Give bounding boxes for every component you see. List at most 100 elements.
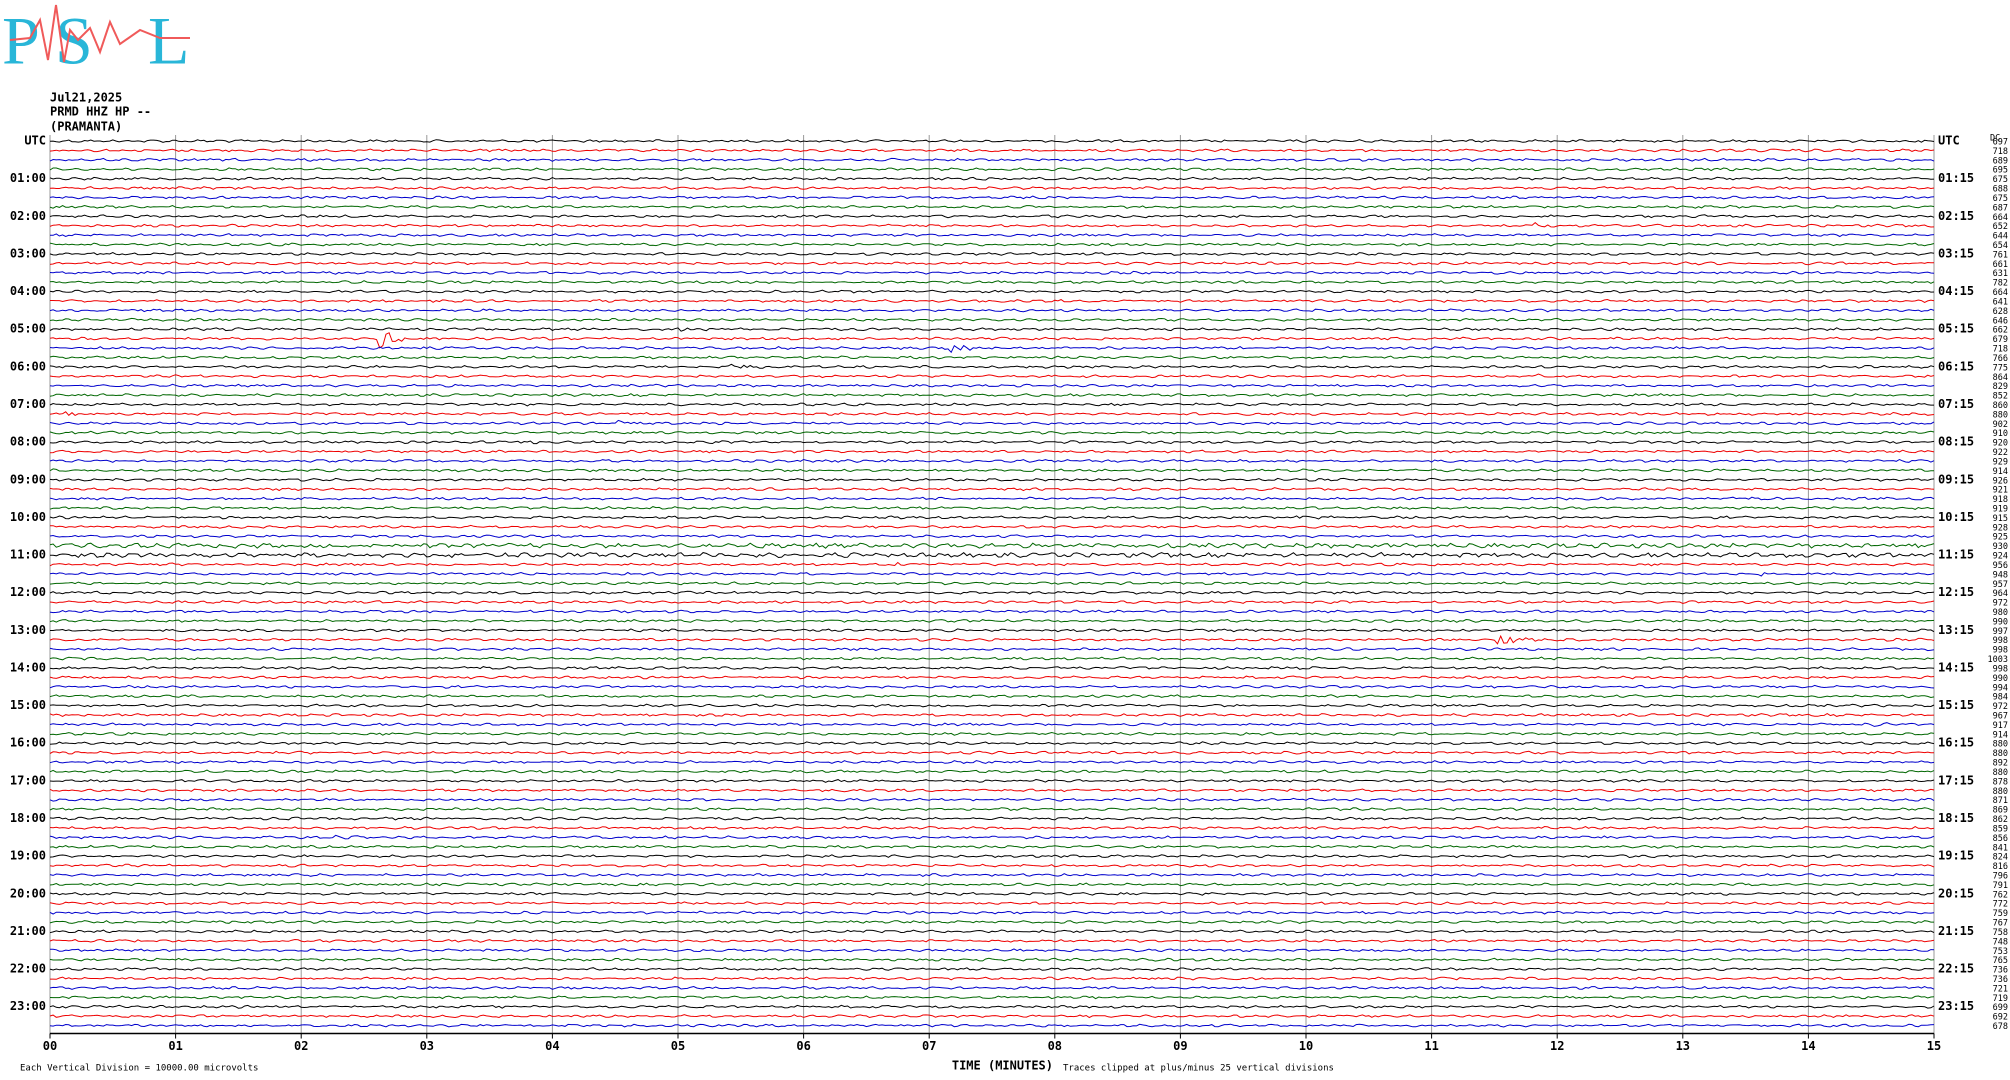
trace <box>49 797 1935 802</box>
scale-note: Each Vertical Division = 10000.00 microv… <box>20 1064 258 1074</box>
left-time-label: 11:00 <box>10 548 46 562</box>
dc-value: 759 <box>1993 909 2008 919</box>
left-time-label: 09:00 <box>10 472 46 486</box>
trace <box>49 496 1935 501</box>
dc-value: 980 <box>1993 608 2008 618</box>
trace <box>49 929 1935 934</box>
dc-value: 816 <box>1993 862 2008 872</box>
right-time-label: 16:15 <box>1938 736 1974 750</box>
dc-value: 689 <box>1993 156 2008 166</box>
dc-value: 841 <box>1993 843 2008 853</box>
dc-value: 688 <box>1993 185 2008 195</box>
left-time-label: 21:00 <box>10 924 46 938</box>
trace <box>49 957 1935 962</box>
trace <box>49 769 1935 774</box>
site: (PRAMANTA) <box>50 120 122 134</box>
left-time-label: 23:00 <box>10 999 46 1013</box>
dc-value: 914 <box>1993 730 2008 740</box>
trace <box>49 1004 1935 1009</box>
trace <box>49 873 1935 877</box>
trace <box>49 551 1935 559</box>
right-time-label: 21:15 <box>1938 924 1974 938</box>
dc-value: 990 <box>1993 617 2008 627</box>
dc-value: 628 <box>1993 307 2008 317</box>
dc-value: 972 <box>1993 702 2008 712</box>
dc-value: 675 <box>1993 175 2008 185</box>
trace <box>49 327 1935 332</box>
trace <box>49 891 1935 896</box>
trace <box>49 449 1935 454</box>
dc-value: 775 <box>1993 363 2008 373</box>
trace <box>49 967 1935 972</box>
right-time-label: 14:15 <box>1938 660 1974 674</box>
trace <box>49 656 1935 661</box>
dc-value: 695 <box>1993 166 2008 176</box>
trace <box>49 844 1935 849</box>
dc-value: 631 <box>1993 269 2008 279</box>
dc-value: 766 <box>1993 354 2008 364</box>
trace <box>49 195 1935 200</box>
dc-value: 679 <box>1993 335 2008 345</box>
dc-value: 930 <box>1993 542 2008 552</box>
trace <box>49 713 1935 717</box>
dc-value: 719 <box>1993 994 2008 1004</box>
trace <box>49 402 1934 407</box>
dc-value: 990 <box>1993 674 2008 684</box>
trace <box>49 675 1935 680</box>
x-tick-label: 12 <box>1550 1039 1564 1053</box>
right-time-label: 07:15 <box>1938 397 1974 411</box>
dc-value: 957 <box>1993 580 2008 590</box>
trace <box>49 214 1935 219</box>
trace <box>49 430 1935 435</box>
dc-value: 997 <box>1993 627 2008 637</box>
trace <box>49 317 1935 322</box>
trace <box>49 807 1935 812</box>
trace <box>49 590 1935 595</box>
trace <box>49 148 1935 153</box>
dc-value: 860 <box>1993 401 2008 411</box>
left-time-label: 13:00 <box>10 623 46 637</box>
trace <box>49 722 1935 727</box>
trace <box>49 355 1935 360</box>
trace <box>49 280 1935 285</box>
x-tick-label: 09 <box>1173 1039 1187 1053</box>
dc-value: 921 <box>1993 486 2008 496</box>
right-time-label: 22:15 <box>1938 962 1974 976</box>
left-time-label: 12:00 <box>10 585 46 599</box>
dc-value: 910 <box>1993 429 2008 439</box>
dc-value: 914 <box>1993 467 2008 477</box>
x-tick-label: 01 <box>168 1039 182 1053</box>
dc-value: 948 <box>1993 570 2008 580</box>
trace <box>49 760 1935 764</box>
dc-value: 664 <box>1993 288 2008 298</box>
dc-value: 918 <box>1993 495 2008 505</box>
left-time-label: 07:00 <box>10 397 46 411</box>
trace <box>50 298 1935 303</box>
dc-value: 859 <box>1993 824 2008 834</box>
dc-value: 767 <box>1993 919 2008 929</box>
trace <box>49 1023 1935 1028</box>
trace <box>49 834 1935 840</box>
trace <box>49 647 1935 652</box>
trace <box>49 731 1935 736</box>
logo-letter: P <box>2 3 40 79</box>
dc-value: 644 <box>1993 232 2008 242</box>
trace <box>49 344 1935 354</box>
trace <box>49 270 1935 275</box>
right-time-label: 13:15 <box>1938 623 1974 637</box>
left-time-label: 10:00 <box>10 510 46 524</box>
dc-value: 772 <box>1993 900 2008 910</box>
dc-value: 782 <box>1993 279 2008 289</box>
trace <box>49 440 1935 445</box>
dc-value: 869 <box>1993 806 2008 816</box>
dc-value: 924 <box>1993 552 2008 562</box>
trace <box>49 1014 1935 1019</box>
trace <box>50 976 1935 981</box>
right-time-label: 23:15 <box>1938 999 1974 1013</box>
dc-value: 718 <box>1993 147 2008 157</box>
trace <box>49 882 1935 887</box>
dc-value: 662 <box>1993 326 2008 336</box>
trace <box>49 684 1935 689</box>
dc-value: 753 <box>1993 947 2008 957</box>
trace <box>49 609 1935 614</box>
